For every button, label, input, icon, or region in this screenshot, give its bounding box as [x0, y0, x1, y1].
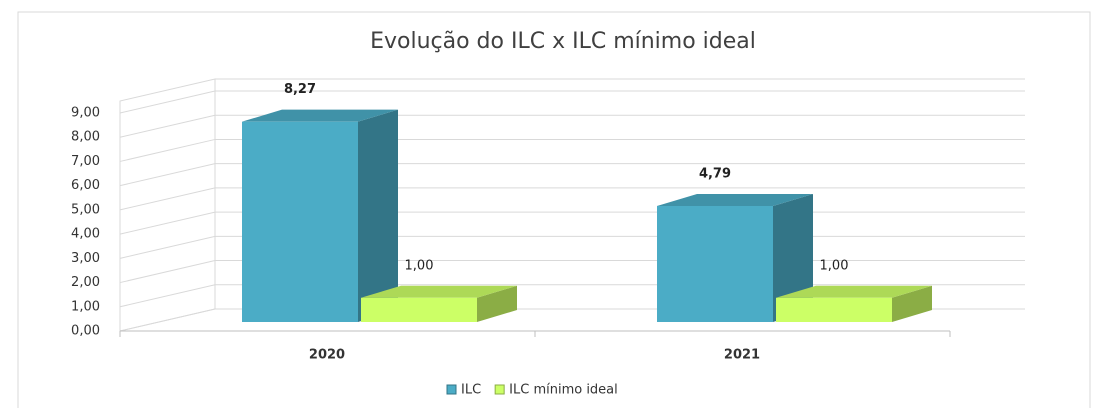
chart-frame — [17, 11, 1091, 408]
grid-line — [119, 138, 1025, 162]
legend-swatch — [446, 384, 457, 395]
y-tick-label: 6,00 — [71, 178, 100, 193]
bar-front — [361, 297, 477, 322]
y-tick-label: 0,00 — [71, 324, 100, 339]
value-label: 1,00 — [405, 258, 434, 273]
y-tick-label: 3,00 — [71, 251, 100, 266]
bar — [242, 109, 398, 322]
y-tick-label: 5,00 — [71, 202, 100, 217]
legend-label: ILC — [461, 383, 481, 398]
bar-side — [477, 285, 517, 322]
bar — [361, 285, 517, 322]
y-tick-label: 9,00 — [71, 106, 100, 121]
y-tick-label: 2,00 — [71, 275, 100, 290]
bar-top — [776, 285, 932, 298]
value-label: 8,27 — [284, 82, 316, 97]
legend-label: ILC mínimo ideal — [509, 383, 618, 398]
bar-side — [358, 109, 398, 322]
y-tick-label: 8,00 — [71, 130, 100, 145]
grid-line — [119, 187, 1025, 211]
value-label: 4,79 — [699, 166, 731, 181]
grid-line — [119, 90, 1025, 114]
x-tick-label: 2021 — [724, 348, 760, 363]
grid-line — [119, 163, 1025, 187]
bar-front — [242, 121, 358, 322]
bar-front — [657, 205, 773, 322]
bar-top — [657, 193, 813, 206]
bar-side — [892, 285, 932, 322]
x-tick-label: 2020 — [309, 348, 345, 363]
y-tick-label: 7,00 — [71, 154, 100, 169]
bar-top — [242, 109, 398, 122]
y-tick-label: 4,00 — [71, 227, 100, 242]
legend-swatch — [494, 384, 505, 395]
bar — [776, 285, 932, 322]
chart-title: Evolução do ILC x ILC mínimo ideal — [370, 29, 756, 54]
bar-top — [361, 285, 517, 298]
grid-line — [119, 114, 1025, 138]
value-label: 1,00 — [820, 258, 849, 273]
bar-front — [776, 297, 892, 322]
y-tick-label: 1,00 — [71, 299, 100, 314]
bar — [657, 193, 813, 322]
